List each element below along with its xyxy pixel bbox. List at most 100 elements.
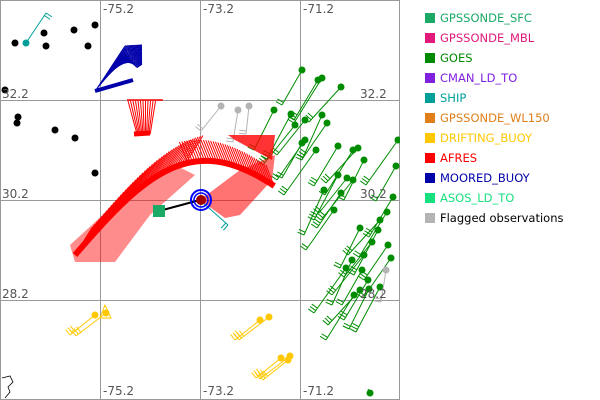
lon-label-bottom: -73.2 [203,384,234,398]
afres-barb [146,100,149,135]
moored-buoy-barb-feather [127,48,143,51]
afres-barb [217,142,227,164]
wind-barb-feather [251,372,257,379]
moored-buoy-barb-feather [127,49,143,52]
afres-barb [193,139,203,162]
wind-barb-feather [258,374,264,381]
wind-barb-feather [344,247,351,254]
moored-buoy-barb-feather [133,58,143,63]
wind-barb-feather [360,180,367,186]
wind-barb-feather [278,190,285,196]
wind-barb-feather [329,285,337,291]
afres-barb [207,140,218,162]
station-dot [342,264,350,272]
station-dot [91,311,99,319]
afres-barb [195,139,206,162]
moored-buoy-barb-feather [130,54,143,58]
wind-barb-feather [314,218,321,224]
drifting-buoy-marker [99,303,112,319]
station-dot [366,389,374,397]
wind-barb-feather [67,327,73,334]
wind-barb-feather [239,330,245,337]
station-dot [298,139,306,147]
target-center [196,195,206,205]
wind-barb-feather [44,15,51,20]
station-dot [291,121,299,129]
station-dot [392,162,400,170]
station-dot [51,126,59,134]
station-dot [70,26,78,34]
station-dot [14,113,22,121]
wind-barb [325,147,359,184]
wind-barb [313,145,339,187]
lat-label-right: 30.2 [360,187,387,201]
station-dot [318,74,326,82]
legend-item: MOORED_BUOY [425,168,564,188]
wind-barb-feather [262,370,269,377]
wind-barb-feather [220,222,227,229]
afres-barb [135,100,142,135]
wind-barb-feather [352,322,360,328]
afres-barb [149,100,156,135]
station-dot [334,142,342,150]
wind-barb-feather [275,174,283,179]
wind-barb-feather [298,228,306,233]
afres-barb [214,141,225,163]
moored-buoy-barb-feather [129,52,143,56]
wind-barb-feather [312,221,319,226]
moored-buoy-barb-feather [126,47,143,51]
wind-barb [283,149,317,196]
station-dot [277,354,285,362]
station-dot [343,174,351,182]
station-dot [330,206,338,214]
station-dot [71,134,79,142]
legend-item: GPSSONDE_MBL [425,28,564,48]
wind-barb-feather [321,333,328,338]
wind-barb [355,286,381,333]
afres-barb [142,100,145,135]
wind-barb-feather [347,271,355,276]
drifting-buoy-barb [262,359,289,381]
wind-barb [343,241,373,278]
wind-barb-feather [318,190,326,196]
legend-item: AFRES [425,148,564,168]
station-dot [265,313,273,321]
lat-label-right: 32.2 [360,87,387,101]
station-dot [217,102,225,110]
wind-barb-feather [324,173,331,179]
afres-barb [183,140,194,163]
station-dot [382,266,390,274]
wind-barb-feather [334,261,342,266]
wind-barb-feather [238,132,247,135]
legend-item: SHIP [425,88,564,108]
legend-label: MOORED_BUOY [440,171,530,185]
wind-barb-feather [297,231,305,236]
target-ring [190,189,212,211]
ship-barb [199,199,229,226]
drifting-buoy-barb [234,319,261,341]
lat-label-left: 32.2 [2,87,29,101]
wind-barb-feather [257,371,263,378]
ship-barb [25,12,47,44]
moored-buoy-barb-feather [134,60,143,65]
moored-buoy-barb-feather [129,51,143,55]
moored-buoy-barb-feather [125,45,143,48]
station-dot [91,21,99,29]
moored-buoy-barb-feather [130,53,143,57]
wind-barb-feather [365,227,373,233]
station-dot [270,106,278,114]
wind-barb [318,177,348,214]
wind-observation-map[interactable]: -75.2 -73.2 -71.2 -75.2 -73.2 -71.2 32.2… [0,0,400,400]
moored-buoy-barb-feather [135,62,143,67]
lat-label-left: 28.2 [2,287,29,301]
legend-label: CMAN_LD_TO [440,71,518,85]
station-dot [364,276,372,284]
legend-swatch [425,13,435,23]
wind-barb [375,165,397,202]
station-dot [91,169,99,177]
wind-barb [293,79,319,121]
station-dot [320,186,328,194]
wind-barb-feather [197,123,204,130]
lon-label-top: -71.2 [303,2,334,16]
wind-barb-feather [273,147,280,154]
